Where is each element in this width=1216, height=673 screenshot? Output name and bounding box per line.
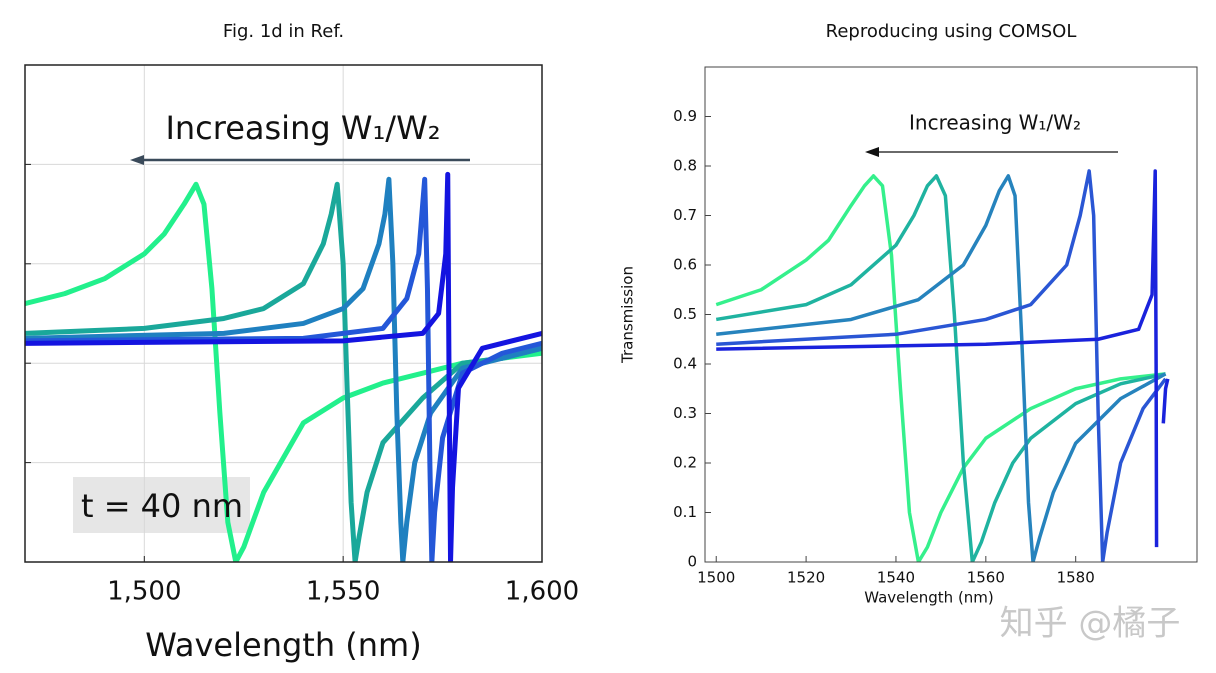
x-tick-label: 1,550: [306, 577, 380, 607]
series-line: [716, 174, 1167, 562]
y-tick-label: 0.3: [673, 404, 697, 422]
y-tick-label: 0: [687, 553, 697, 571]
series-line: [25, 181, 542, 562]
chart: Reproducing using COMSOL 1500 1520 1540 1560…: [619, 21, 1198, 607]
x-tick-label: 1,500: [107, 577, 181, 607]
arrow-head: [130, 155, 144, 165]
x-tick-label: 1,600: [505, 577, 579, 607]
series-line: [716, 169, 1167, 562]
annotation-box: [73, 477, 250, 533]
y-tick-label: 0.5: [673, 305, 697, 323]
annotation: Increasing W₁/W₂: [165, 109, 440, 147]
chart-title: Reproducing using COMSOL: [826, 21, 1077, 42]
x-axis-label: Wavelength (nm): [864, 589, 994, 607]
y-tick-label: 0.7: [673, 206, 697, 224]
y-tick-label: 0.4: [673, 355, 697, 373]
annotation: Increasing W₁/W₂: [909, 111, 1081, 135]
x-tick-label: 1580: [1057, 569, 1095, 587]
x-tick-label: 1560: [967, 569, 1005, 587]
x-tick-label: 1520: [787, 569, 825, 587]
x-tick-label: 1500: [697, 569, 735, 587]
y-axis-label: Transmission: [619, 266, 637, 364]
y-tick-label: 0.1: [673, 503, 697, 521]
y-tick-label: 0.9: [673, 107, 697, 125]
watermark: 知乎 @橘子: [1000, 604, 1181, 644]
y-tick-label: 0.8: [673, 157, 697, 175]
chart-title: Fig. 1d in Ref.: [223, 21, 344, 42]
series-line: [716, 169, 1170, 548]
series-line: [715, 174, 1166, 562]
chart: Fig. 1d in Ref. 1,500 1,550 1,600 Increasing…: [24, 21, 579, 664]
y-tick-label: 0.2: [673, 454, 697, 472]
x-tick-label: 1540: [877, 569, 915, 587]
annotation: t = 40 nm: [81, 487, 243, 525]
series-line: [25, 171, 542, 562]
plot-frame: [24, 64, 543, 563]
plot-frame: [704, 66, 1198, 563]
y-tick-label: 0.6: [673, 256, 697, 274]
series-line: [25, 181, 542, 562]
arrow-head: [865, 147, 879, 157]
x-axis-label: Wavelength (nm): [145, 626, 421, 664]
